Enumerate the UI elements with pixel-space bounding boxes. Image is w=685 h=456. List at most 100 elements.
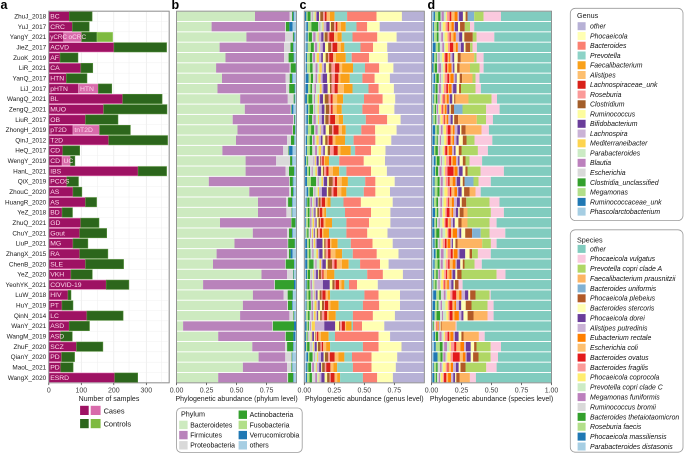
svg-text:Genus: Genus [577, 11, 599, 20]
svg-text:Phocaeicola: Phocaeicola [590, 33, 628, 40]
svg-text:AS: AS [50, 189, 60, 196]
svg-text:YeZ_2018: YeZ_2018 [17, 210, 46, 217]
svg-text:HeQ_2017: HeQ_2017 [15, 148, 46, 155]
svg-text:LiuR_2017: LiuR_2017 [15, 117, 46, 124]
svg-text:UC: UC [64, 158, 74, 165]
svg-text:Cases: Cases [104, 406, 125, 415]
svg-text:SLE: SLE [50, 261, 63, 268]
svg-text:LuW_2018: LuW_2018 [15, 292, 46, 299]
svg-text:Ruminococcus bromii: Ruminococcus bromii [590, 404, 656, 411]
svg-text:ASD: ASD [50, 323, 64, 330]
svg-text:Mediterraneibacter: Mediterraneibacter [590, 141, 648, 148]
svg-text:MUO: MUO [50, 106, 66, 113]
svg-text:Number of samples: Number of samples [79, 396, 140, 403]
svg-text:Lachnospiraceae_unk: Lachnospiraceae_unk [590, 82, 658, 89]
svg-text:Bacteroides: Bacteroides [590, 43, 627, 50]
svg-text:100: 100 [75, 388, 87, 395]
svg-text:Lachnospira: Lachnospira [590, 131, 628, 138]
svg-text:others: others [250, 443, 270, 450]
svg-text:oCRC: oCRC [69, 34, 87, 41]
svg-text:0.75: 0.75 [260, 388, 274, 395]
svg-text:AS: AS [50, 199, 60, 206]
svg-text:HTN: HTN [50, 75, 64, 82]
svg-text:YuJ_2017: YuJ_2017 [18, 24, 47, 31]
svg-text:Parabacteroides distasonis: Parabacteroides distasonis [590, 444, 673, 451]
svg-text:other: other [590, 246, 606, 253]
svg-text:Blautia: Blautia [590, 160, 611, 167]
svg-text:WangQ_2021: WangQ_2021 [7, 96, 47, 103]
svg-text:YeZ_2020: YeZ_2020 [17, 272, 46, 279]
svg-text:LiJ_2017: LiJ_2017 [20, 86, 46, 93]
svg-text:WangX_2020: WangX_2020 [8, 375, 47, 382]
svg-text:Phylogenetic abundance (specie: Phylogenetic abundance (species level) [430, 396, 553, 403]
svg-text:VKH: VKH [50, 272, 64, 279]
svg-text:YeohYK_2021: YeohYK_2021 [6, 282, 47, 289]
svg-text:Bifidobacterium: Bifidobacterium [590, 121, 638, 128]
svg-text:Clostridia_unclassified: Clostridia_unclassified [590, 180, 660, 187]
svg-text:ChuY_2021: ChuY_2021 [12, 230, 46, 237]
svg-text:LiR_2021: LiR_2021 [19, 65, 47, 72]
svg-text:Phascolarctobacterium: Phascolarctobacterium [590, 209, 660, 216]
svg-text:PCOS: PCOS [50, 179, 70, 186]
svg-text:Roseburia: Roseburia [590, 92, 622, 99]
svg-text:HuY_2019: HuY_2019 [16, 303, 47, 310]
svg-text:Bacteroides fragilis: Bacteroides fragilis [590, 365, 649, 372]
svg-text:BD: BD [50, 210, 60, 217]
svg-text:Phylogenetic abundance (phylum: Phylogenetic abundance (phylum level) [176, 396, 298, 403]
svg-text:Controls: Controls [104, 420, 132, 429]
svg-text:a: a [1, 0, 9, 12]
svg-text:PD: PD [50, 364, 60, 371]
svg-text:Faecalibacterium: Faecalibacterium [590, 63, 643, 70]
svg-text:YangY_2021: YangY_2021 [10, 34, 47, 41]
svg-text:HuangR_2020: HuangR_2020 [5, 199, 47, 206]
svg-text:b: b [172, 0, 180, 12]
svg-text:Bacteroides thetaiotaomicron: Bacteroides thetaiotaomicron [590, 414, 679, 421]
svg-text:AF: AF [50, 55, 59, 62]
svg-text:ESRD: ESRD [50, 375, 69, 382]
svg-text:ZhuJ_2018: ZhuJ_2018 [14, 14, 46, 21]
svg-text:Alistipes: Alistipes [589, 72, 616, 79]
svg-text:CRC: CRC [50, 24, 65, 31]
svg-text:Prevotella: Prevotella [590, 53, 621, 60]
svg-text:ZhongH_2019: ZhongH_2019 [6, 127, 47, 134]
svg-text:COVID-19: COVID-19 [50, 282, 82, 289]
svg-text:Phylogenetic abundance (genus: Phylogenetic abundance (genus level) [305, 396, 424, 403]
svg-text:CD: CD [50, 148, 60, 155]
svg-text:ZengQ_2021: ZengQ_2021 [9, 106, 47, 113]
svg-text:WengY_2019: WengY_2019 [8, 158, 47, 165]
svg-text:SCZ: SCZ [50, 344, 64, 351]
svg-text:0.25: 0.25 [455, 388, 469, 395]
svg-text:yCRC: yCRC [50, 34, 67, 41]
svg-text:GD: GD [50, 220, 60, 227]
svg-text:IBS: IBS [50, 168, 61, 175]
svg-text:Species: Species [577, 235, 603, 244]
svg-text:pHTN: pHTN [50, 86, 68, 93]
svg-text:JieZ_2017: JieZ_2017 [16, 45, 46, 52]
svg-text:Proteobacteria: Proteobacteria [190, 443, 235, 450]
svg-text:0: 0 [47, 388, 51, 395]
svg-text:Faecalibacterium prausnitzii: Faecalibacterium prausnitzii [590, 276, 676, 283]
svg-text:WangM_2019: WangM_2019 [7, 334, 47, 341]
svg-text:Escherichia: Escherichia [590, 170, 626, 177]
svg-text:0.25: 0.25 [327, 388, 341, 395]
svg-text:Bacteroides uniformis: Bacteroides uniformis [590, 286, 657, 293]
svg-text:ZhuQ_2021: ZhuQ_2021 [12, 220, 46, 227]
svg-text:0.75: 0.75 [387, 388, 401, 395]
svg-text:Alistipes putredinis: Alistipes putredinis [589, 325, 648, 332]
svg-text:0.50: 0.50 [357, 388, 371, 395]
svg-text:Prevotella copri clade A: Prevotella copri clade A [590, 266, 663, 273]
svg-text:Eubacterium rectale: Eubacterium rectale [590, 335, 651, 342]
svg-text:Escherichia coli: Escherichia coli [590, 345, 638, 352]
svg-text:Gout: Gout [50, 230, 65, 237]
svg-text:Roseburia faecis: Roseburia faecis [590, 424, 642, 431]
svg-text:HanL_2021: HanL_2021 [13, 168, 46, 175]
svg-text:Bacteroides stercoris: Bacteroides stercoris [590, 306, 655, 313]
svg-text:Ruminococcaceae_unk: Ruminococcaceae_unk [590, 199, 662, 206]
svg-text:Phocaeicola massiliensis: Phocaeicola massiliensis [590, 434, 667, 441]
svg-text:ZhuF_2020: ZhuF_2020 [14, 344, 47, 351]
svg-text:Megamonas: Megamonas [590, 190, 628, 197]
svg-text:YanQ_2017: YanQ_2017 [13, 75, 47, 82]
svg-text:QiX_2019: QiX_2019 [18, 179, 47, 186]
svg-text:Phylum: Phylum [181, 410, 205, 419]
svg-text:other: other [590, 24, 606, 31]
